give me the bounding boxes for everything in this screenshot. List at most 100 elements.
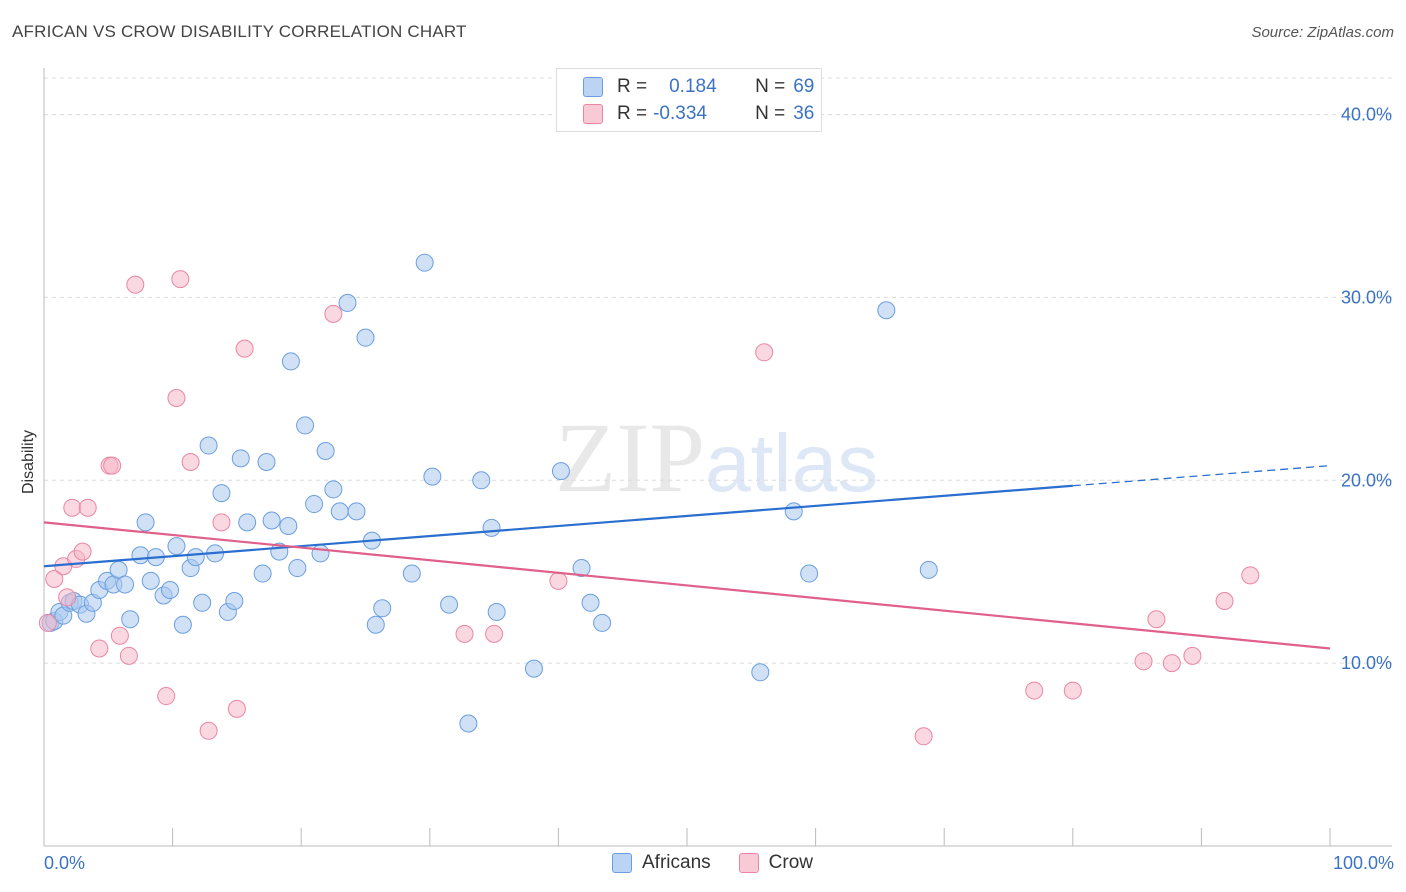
data-point-crow (1134, 652, 1153, 671)
data-point-africans (472, 471, 491, 490)
data-point-crow (171, 270, 190, 289)
data-point-africans (316, 442, 335, 461)
data-point-africans (800, 564, 819, 583)
data-point-africans (121, 610, 140, 629)
data-point-africans (199, 436, 218, 455)
data-point-africans (366, 615, 385, 634)
africans-swatch-icon (612, 853, 632, 873)
data-point-africans (225, 591, 244, 610)
data-point-crow (1183, 646, 1202, 665)
data-point-africans (482, 518, 501, 537)
data-point-africans (116, 575, 135, 594)
data-point-crow (1063, 681, 1082, 700)
data-point-africans (305, 495, 324, 514)
data-point-crow (110, 626, 129, 645)
data-point-crow (1241, 566, 1260, 585)
data-point-africans (459, 714, 478, 733)
data-point-crow (78, 498, 97, 517)
data-point-africans (877, 301, 896, 320)
data-point-africans (238, 513, 257, 532)
correlation-legend: R = 0.184 N = 69 R = -0.334 N = 36 (556, 68, 822, 132)
data-point-africans (581, 593, 600, 612)
data-point-africans (231, 449, 250, 468)
data-point-africans (193, 593, 212, 612)
data-point-africans (173, 615, 192, 634)
data-point-crow (914, 727, 933, 746)
legend-row-crow: R = -0.334 N = 36 (583, 101, 814, 127)
data-point-crow (45, 570, 64, 589)
data-point-africans (356, 328, 375, 347)
n-label: N = (755, 103, 786, 124)
data-point-crow (167, 389, 186, 407)
crow-swatch-icon (583, 104, 603, 124)
data-point-africans (415, 253, 434, 272)
legend-label-africans: Africans (642, 852, 711, 873)
data-point-africans (296, 416, 315, 435)
data-point-crow (549, 571, 568, 590)
legend-label-crow: Crow (768, 852, 813, 873)
n-value: 36 (793, 103, 815, 124)
r-label: R = (617, 103, 648, 124)
data-point-africans (402, 564, 421, 583)
data-point-africans (919, 560, 938, 579)
data-point-africans (373, 599, 392, 618)
data-point-africans (751, 663, 770, 682)
data-point-africans (311, 544, 330, 563)
data-point-crow (73, 542, 92, 561)
trend-line-extension-africans (1072, 465, 1331, 487)
data-point-africans (487, 602, 506, 621)
data-point-crow (212, 513, 231, 532)
data-point-africans (288, 559, 307, 578)
n-label: N = (755, 76, 786, 97)
data-point-crow (90, 639, 109, 658)
data-point-africans (593, 613, 612, 632)
data-point-crow (157, 687, 176, 706)
data-point-crow (119, 646, 138, 665)
data-point-africans (279, 517, 298, 535)
trend-line-africans (43, 484, 1073, 568)
data-point-africans (161, 581, 180, 599)
data-point-africans (281, 352, 300, 371)
y-tick-label: 40.0% (1341, 105, 1392, 125)
source-label: Source: ZipAtlas.com (1251, 24, 1394, 41)
data-point-africans (347, 502, 366, 521)
data-point-africans (262, 511, 281, 530)
watermark-atlas: atlas (705, 418, 879, 509)
series-legend: Africans Crow (612, 852, 841, 874)
data-point-africans (440, 595, 459, 614)
data-point-crow (199, 721, 218, 740)
data-point-africans (186, 548, 205, 567)
x-tick-label: 100.0% (1333, 853, 1394, 873)
data-point-africans (253, 564, 272, 583)
watermark: ZIPatlas (555, 400, 878, 515)
data-point-crow (103, 456, 122, 475)
y-tick-label: 30.0% (1341, 287, 1392, 307)
data-point-africans (141, 571, 160, 590)
data-point-africans (784, 502, 803, 521)
data-point-crow (126, 275, 145, 294)
x-tick-label: 0.0% (44, 853, 85, 873)
data-point-africans (572, 559, 591, 578)
data-point-africans (423, 467, 442, 486)
legend-row-africans: R = 0.184 N = 69 (583, 74, 814, 100)
data-point-crow (63, 498, 82, 517)
data-point-africans (551, 462, 570, 481)
legend-item-crow: Crow (738, 852, 813, 874)
data-point-africans (212, 484, 231, 503)
africans-swatch-icon (583, 77, 603, 97)
data-point-crow (227, 699, 246, 718)
y-tick-label: 20.0% (1341, 470, 1392, 490)
crow-swatch-icon (738, 853, 759, 873)
chart-title: AFRICAN VS CROW DISABILITY CORRELATION C… (12, 22, 467, 41)
data-point-crow (235, 339, 254, 358)
r-label: R = (617, 76, 648, 97)
y-tick-label: 10.0% (1341, 653, 1392, 673)
n-value: 69 (793, 76, 815, 97)
data-point-crow (1162, 654, 1181, 673)
data-point-africans (338, 293, 357, 312)
data-point-africans (330, 502, 349, 521)
data-point-crow (1025, 681, 1044, 700)
data-point-crow (58, 588, 77, 607)
data-point-crow (455, 624, 474, 643)
